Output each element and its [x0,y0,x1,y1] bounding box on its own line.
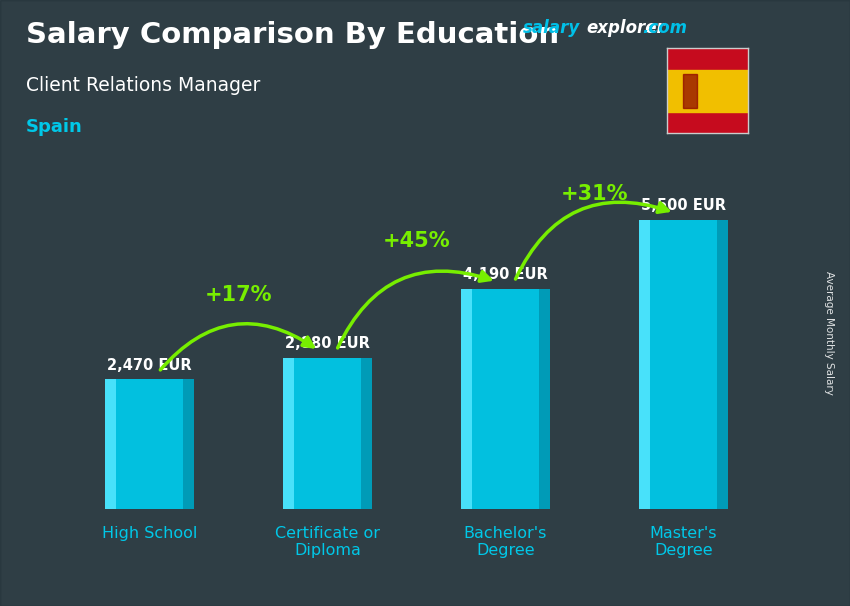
Text: explorer: explorer [586,19,666,38]
Text: Average Monthly Salary: Average Monthly Salary [824,271,834,395]
Bar [184,379,194,509]
Bar [361,358,372,509]
Text: salary: salary [523,19,580,38]
Text: Spain: Spain [26,118,82,136]
Bar [461,288,472,509]
Bar [683,74,697,108]
Bar [667,70,748,112]
Bar [105,379,194,509]
Text: .com: .com [642,19,687,38]
Text: +31%: +31% [561,184,628,204]
Bar [639,220,728,509]
Bar [461,288,550,509]
FancyArrowPatch shape [516,202,668,279]
Text: +17%: +17% [205,284,272,305]
Text: Salary Comparison By Education: Salary Comparison By Education [26,21,558,49]
Bar [283,358,294,509]
Bar [717,220,728,509]
Text: 2,470 EUR: 2,470 EUR [107,358,192,373]
FancyArrowPatch shape [161,324,313,370]
Text: 2,880 EUR: 2,880 EUR [285,336,370,351]
Text: 4,190 EUR: 4,190 EUR [463,267,548,282]
Bar [539,288,550,509]
Bar [639,220,649,509]
FancyArrowPatch shape [337,271,490,348]
Bar [105,379,116,509]
Text: Client Relations Manager: Client Relations Manager [26,76,260,95]
Bar [283,358,372,509]
Text: 5,500 EUR: 5,500 EUR [641,198,726,213]
Text: +45%: +45% [382,231,450,251]
